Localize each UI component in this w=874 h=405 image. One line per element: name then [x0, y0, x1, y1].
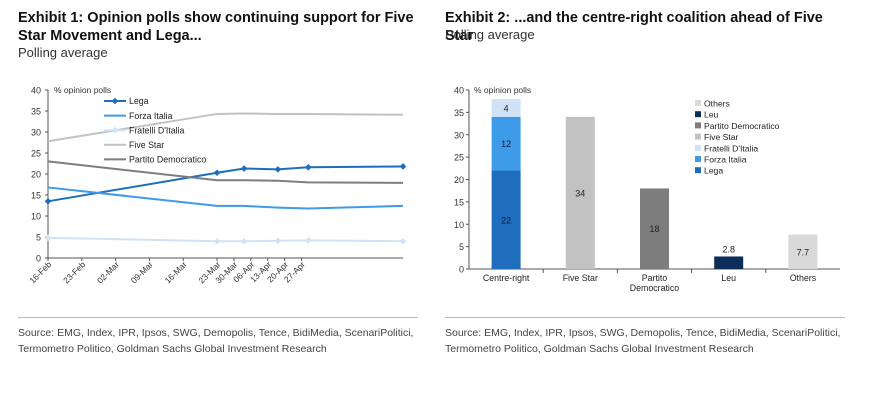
legend-swatch — [695, 122, 701, 129]
data-point-marker — [399, 163, 407, 170]
y-tick-label: 0 — [459, 265, 464, 275]
legend-label: Five Star — [704, 132, 739, 142]
x-category-label: Partito — [642, 273, 668, 283]
bar-segment-forza-italia — [491, 116, 521, 171]
y-axis-label: % opinion polls — [54, 85, 111, 95]
y-tick-label: 20 — [31, 170, 41, 180]
y-tick-label: 25 — [31, 149, 41, 159]
y-axis-label: % opinion polls — [474, 85, 531, 95]
y-tick-label: 10 — [454, 220, 464, 230]
series-line-partito-democratico — [47, 160, 404, 184]
data-point-marker — [213, 237, 221, 245]
data-label: 12 — [501, 139, 511, 149]
data-label: 18 — [649, 224, 659, 234]
legend-label: Forza Italia — [129, 111, 173, 121]
legend-swatch — [695, 111, 701, 118]
exhibit-2-source: Source: EMG, Index, IPR, Ipsos, SWG, Dem… — [445, 327, 841, 355]
legend-swatch — [695, 167, 701, 174]
x-tick-label: 02-Mar — [95, 259, 121, 285]
legend-label: Five Star — [129, 140, 164, 150]
y-tick-label: 35 — [31, 107, 41, 117]
data-label: 4 — [504, 103, 509, 113]
y-tick-label: 5 — [459, 242, 464, 252]
legend-label: Lega — [704, 166, 723, 176]
exhibit-1-divider — [18, 317, 418, 318]
exhibit-1-subtitle: Polling average — [18, 45, 108, 60]
data-point-marker — [213, 169, 221, 177]
legend-label: Partito Democratico — [129, 155, 206, 165]
x-tick-label: 23-Feb — [61, 259, 87, 285]
data-point-marker — [274, 166, 282, 173]
y-tick-label: 10 — [31, 212, 41, 222]
y-tick-label: 0 — [36, 254, 41, 264]
legend-label: Partito Democratico — [704, 121, 780, 131]
y-tick-label: 30 — [31, 128, 41, 138]
series-line-five-star — [47, 112, 404, 143]
y-tick-label: 25 — [454, 153, 464, 163]
y-tick-label: 40 — [31, 86, 41, 96]
legend-label: Leu — [704, 110, 719, 120]
data-point-marker — [305, 163, 312, 171]
legend-marker — [111, 97, 119, 105]
x-category-label: Democratico — [630, 283, 679, 293]
bar-segment-fratelli-d-italia — [491, 98, 521, 117]
exhibit-2-divider — [445, 317, 845, 318]
bar-segment-leu — [714, 256, 744, 269]
series-line-lega — [47, 165, 404, 203]
exhibit-2-title: Exhibit 2: ...and the centre-right coali… — [445, 10, 823, 44]
x-category-label: Leu — [721, 273, 736, 283]
data-point-marker — [44, 234, 52, 242]
legend-marker — [111, 126, 119, 134]
series-line-fratelli-d-italia — [47, 236, 404, 243]
bar-segment-partito-democratico — [640, 188, 669, 269]
y-tick-label: 5 — [36, 233, 41, 243]
bar-segment-five-star — [565, 116, 595, 269]
legend-label: Forza Italia — [704, 155, 747, 165]
legend-label: Lega — [129, 96, 149, 106]
data-point-marker — [274, 237, 282, 245]
x-category-label: Five Star — [563, 273, 598, 283]
stacked-bar-chart: 0 5 10 15 20 25 30 35 40 % opinion polls 22 12 4 Cent… — [454, 85, 840, 293]
legend-label: Fratelli D'Italia — [129, 125, 185, 135]
legend-swatch — [695, 144, 701, 151]
data-point-marker — [240, 237, 248, 245]
y-tick-label: 20 — [454, 175, 464, 185]
bar-segment-others — [788, 234, 818, 269]
legend-swatch — [695, 100, 701, 106]
data-point-marker — [399, 237, 407, 245]
exhibit-2-subtitle: Polling average — [445, 27, 535, 42]
data-label: 2.8 — [722, 244, 735, 254]
y-tick-label: 30 — [454, 130, 464, 140]
x-tick-label: 16-Mar — [163, 259, 189, 285]
data-label: 34 — [575, 188, 585, 198]
legend-label: Fratelli D'Italia — [704, 143, 758, 153]
data-point-marker — [240, 165, 248, 172]
series-line-forza-italia — [47, 186, 404, 210]
data-label: 22 — [501, 215, 511, 225]
y-tick-label: 15 — [31, 191, 41, 201]
legend-label: Others — [704, 99, 730, 109]
data-point-marker — [305, 237, 312, 244]
x-category-label: Others — [790, 273, 817, 283]
data-label: 7.7 — [797, 247, 810, 257]
exhibit-1-title: Exhibit 1: Opinion polls show continuing… — [18, 10, 414, 44]
legend-swatch — [695, 156, 701, 162]
y-tick-label: 15 — [454, 197, 464, 207]
x-tick-label: 09-Mar — [129, 259, 155, 285]
y-tick-label: 35 — [454, 108, 464, 118]
y-tick-label: 40 — [454, 86, 464, 96]
bar-segment-lega — [491, 170, 521, 269]
exhibit-1-source: Source: EMG, Index, IPR, Ipsos, SWG, Dem… — [18, 327, 414, 355]
legend-swatch — [695, 133, 701, 140]
data-point-marker — [44, 198, 52, 205]
x-category-label: Centre-right — [483, 273, 530, 283]
